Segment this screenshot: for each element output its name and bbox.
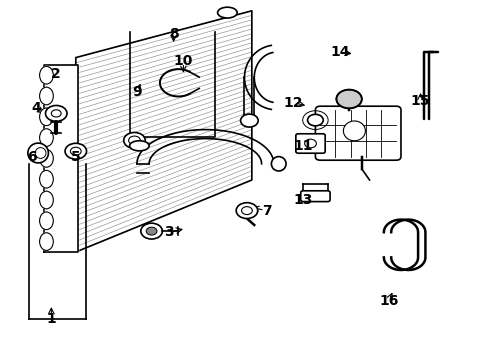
Circle shape [307, 114, 323, 126]
Text: 1: 1 [46, 312, 56, 325]
Text: 9: 9 [132, 85, 142, 99]
Circle shape [70, 147, 81, 155]
Text: 10: 10 [173, 54, 193, 68]
Ellipse shape [40, 87, 53, 105]
Text: 2: 2 [51, 67, 61, 81]
Ellipse shape [40, 66, 53, 84]
Circle shape [51, 110, 61, 117]
Text: 12: 12 [283, 96, 303, 109]
Text: 11: 11 [293, 139, 312, 153]
FancyBboxPatch shape [300, 191, 329, 202]
Text: 7: 7 [261, 204, 271, 217]
Circle shape [236, 203, 257, 219]
Ellipse shape [40, 108, 53, 126]
Ellipse shape [271, 157, 285, 171]
Ellipse shape [40, 212, 53, 230]
Circle shape [240, 114, 258, 127]
Ellipse shape [40, 129, 53, 147]
FancyBboxPatch shape [295, 134, 325, 153]
Ellipse shape [40, 170, 53, 188]
Ellipse shape [28, 143, 48, 163]
Text: 4: 4 [32, 101, 41, 115]
Circle shape [304, 139, 316, 148]
Polygon shape [44, 65, 78, 252]
Ellipse shape [343, 121, 365, 141]
Polygon shape [76, 11, 251, 252]
Text: 14: 14 [329, 45, 349, 59]
Text: 6: 6 [27, 150, 37, 163]
Circle shape [141, 223, 162, 239]
Circle shape [65, 143, 86, 159]
Text: 15: 15 [410, 94, 429, 108]
Ellipse shape [336, 90, 361, 108]
Circle shape [241, 207, 252, 215]
Circle shape [128, 136, 140, 145]
Ellipse shape [40, 149, 53, 167]
Text: 8: 8 [168, 27, 178, 41]
Circle shape [123, 132, 145, 148]
Ellipse shape [217, 7, 237, 18]
Text: 3: 3 [163, 225, 173, 239]
Circle shape [146, 227, 157, 235]
Ellipse shape [40, 191, 53, 209]
Text: 5: 5 [71, 150, 81, 163]
Text: 13: 13 [293, 193, 312, 207]
Ellipse shape [129, 141, 149, 151]
Circle shape [45, 105, 67, 121]
FancyBboxPatch shape [315, 106, 400, 160]
Ellipse shape [40, 233, 53, 251]
Text: 16: 16 [378, 294, 398, 307]
